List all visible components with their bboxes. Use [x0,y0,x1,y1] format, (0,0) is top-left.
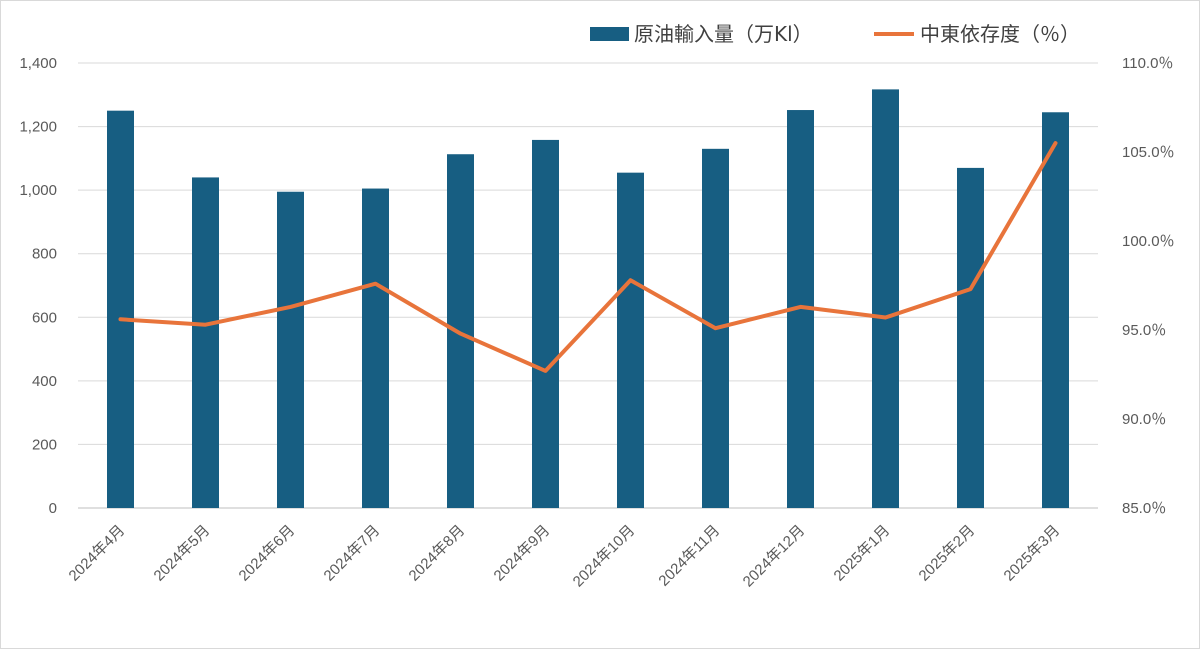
right-axis-labels: 85.0％ 90.0％ 95.0％ 100.0％ 105.0％ 110.0％ [1122,55,1175,517]
left-axis-labels: 0 200 400 600 800 1,000 1,200 1,400 [19,55,57,517]
legend-swatch-bar [590,27,629,41]
y-left-tick-label: 1,000 [19,182,57,199]
bar-series [107,89,1069,509]
line-point [884,316,887,320]
line-point [714,326,717,330]
x-tick-label: 2024年5月 [151,522,214,585]
bar [1042,112,1069,509]
y-left-tick-label: 400 [32,373,57,390]
x-axis-labels: 2024年4月 2024年5月 2024年6月 2024年7月 2024年8月 2024年… [66,522,1064,591]
y-right-tick-label: 95.0％ [1122,322,1166,339]
x-tick-label: 2024年9月 [491,522,554,585]
line-point [799,305,802,309]
bar [957,167,984,508]
x-tick-label: 2024年4月 [66,522,129,585]
line-point [629,278,632,282]
line-point [969,287,972,291]
x-tick-label: 2024年12月 [740,522,809,591]
x-tick-label: 2024年10月 [570,522,639,591]
y-left-tick-label: 800 [32,246,57,263]
line-series [118,141,1058,373]
y-right-tick-label: 110.0％ [1122,55,1173,72]
line-point [459,332,462,336]
line-path [118,141,1058,373]
x-tick-label: 2025年1月 [831,522,894,585]
bar [872,89,899,508]
y-left-tick-label: 1,200 [19,119,57,136]
y-right-tick-label: 100.0％ [1122,233,1175,250]
y-right-tick-label: 105.0％ [1122,144,1175,161]
y-left-tick-label: 600 [32,309,57,326]
legend-label-line: 中東依存度（％） [920,22,1080,46]
line-point [289,305,292,309]
bar [107,110,134,508]
x-tick-label: 2025年2月 [916,522,979,585]
x-tick-label: 2024年8月 [406,522,469,585]
x-tick-label: 2025年3月 [1001,522,1064,585]
line-point [119,317,122,321]
bar [192,177,219,508]
bar [362,188,389,508]
y-left-tick-label: 0 [49,500,57,517]
legend: 原油輸入量（万Kl） 中東依存度（％） [590,22,1080,46]
bar [277,191,304,508]
line-point [374,282,377,286]
legend-label-bar: 原油輸入量（万Kl） [634,22,813,46]
y-left-tick-label: 200 [32,436,57,453]
y-left-tick-label: 1,400 [19,55,57,72]
gridlines [78,62,1098,509]
bar [447,154,474,508]
line-point [544,369,547,373]
x-tick-label: 2024年6月 [236,522,299,585]
y-right-tick-label: 90.0％ [1122,411,1166,428]
y-right-tick-label: 85.0％ [1122,500,1166,517]
line-point [204,323,207,327]
x-tick-label: 2024年11月 [655,522,723,590]
bar [617,172,644,509]
x-tick-label: 2024年7月 [321,522,384,585]
bar [532,139,559,508]
line-point [1054,141,1057,145]
